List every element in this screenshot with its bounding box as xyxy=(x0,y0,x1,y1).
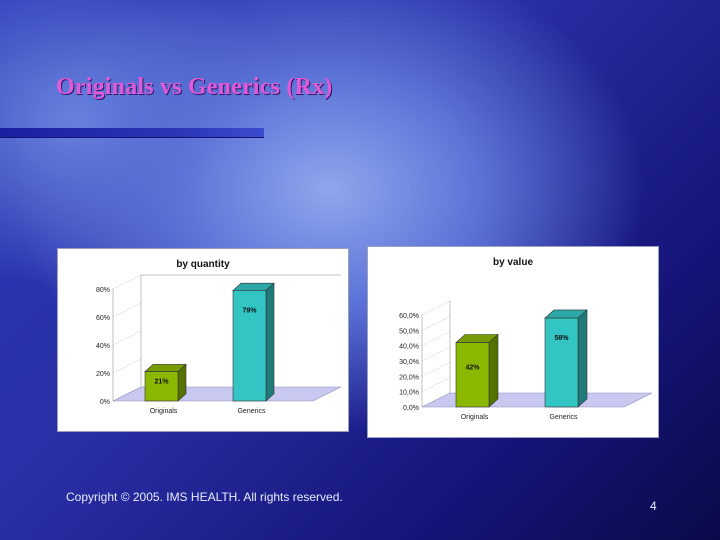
bar xyxy=(455,342,490,408)
bar xyxy=(144,371,179,402)
bar-value-label: 58% xyxy=(554,335,569,342)
bar xyxy=(232,290,267,402)
x-category-label: Generics xyxy=(549,414,578,421)
chart-panel-by-quantity: by quantity 0% 20% 40% 60% 80% 21% Originals 79%… xyxy=(57,248,349,432)
gridline-diagonal xyxy=(421,316,451,331)
y-tick-label: 20,0% xyxy=(399,374,419,381)
y-tick-label: 20% xyxy=(96,371,110,378)
y-tick-label: 40% xyxy=(96,343,110,350)
y-tick-label: 60% xyxy=(96,315,110,322)
gridline-diagonal xyxy=(112,330,142,346)
gridline-diagonal xyxy=(112,358,142,374)
y-tick-label: 40,0% xyxy=(399,344,419,351)
bar-chart-by-value: by value 0,0% 10,0% 20,0% 30,0% 40,0% 50,0% 60,… xyxy=(399,257,653,421)
copyright-notice: Copyright © 2005. IMS HEALTH. All rights… xyxy=(66,490,343,504)
chart-panel-by-value: by value 0,0% 10,0% 20,0% 30,0% 40,0% 50,0% 60,… xyxy=(367,246,659,438)
y-tick-label: 50,0% xyxy=(399,328,419,335)
bar-side xyxy=(577,309,588,408)
title-underline-bar xyxy=(0,128,264,137)
x-category-label: Generics xyxy=(237,408,266,415)
bar-value-label: 21% xyxy=(154,379,169,386)
chart-title: by value xyxy=(493,257,533,268)
bar-value-label: 79% xyxy=(242,307,257,314)
y-tick-label: 80% xyxy=(96,287,110,294)
gridline-diagonal xyxy=(112,386,142,402)
bar-side xyxy=(265,282,275,402)
x-category-label: Originals xyxy=(461,414,489,421)
gridline-diagonal xyxy=(421,331,451,346)
y-tick-label: 0% xyxy=(100,399,110,406)
gridline-diagonal xyxy=(421,346,451,362)
bar-value-label: 42% xyxy=(465,365,480,372)
y-tick-label: 60,0% xyxy=(399,313,419,320)
y-tick-label: 0,0% xyxy=(403,405,419,412)
gridline-diagonal xyxy=(112,274,142,290)
bar-side xyxy=(488,333,499,408)
bar xyxy=(544,317,579,408)
y-tick-label: 30,0% xyxy=(399,359,419,366)
slide-title: Originals vs Generics (Rx) xyxy=(56,74,333,100)
gridline-diagonal xyxy=(421,377,451,392)
y-tick-label: 10,0% xyxy=(399,390,419,397)
gridline-diagonal xyxy=(421,362,451,377)
gridline-diagonal xyxy=(421,300,451,316)
x-category-label: Originals xyxy=(150,408,178,415)
chart-title: by quantity xyxy=(176,259,230,270)
gridline-diagonal xyxy=(112,302,142,318)
page-number: 4 xyxy=(650,499,657,513)
gridline-diagonal xyxy=(421,392,451,408)
bar-chart-by-quantity: by quantity 0% 20% 40% 60% 80% 21% Originals 79%… xyxy=(96,259,342,415)
